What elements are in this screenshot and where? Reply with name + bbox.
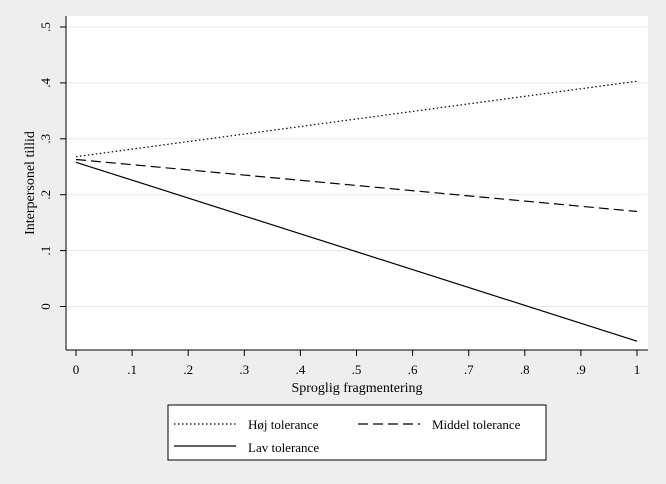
x-tick-label: 0 <box>73 362 80 377</box>
x-tick-label: .2 <box>183 362 193 377</box>
x-tick-label: .1 <box>127 362 137 377</box>
ticks-layer: 0 .1 .2 .3 .4 .5 0 .1 .2 .3 .4 .5 .6 .7 .8 .9 1 <box>38 22 640 377</box>
series-layer <box>75 80 638 342</box>
y-tick-label: .5 <box>38 22 53 32</box>
legend: Høj tolerance Middel tolerance Lav toler… <box>167 404 547 461</box>
x-axis-title: Sproglig fragmentering <box>291 381 422 396</box>
y-axis-title: Interpersonel tillid <box>23 131 38 235</box>
x-tick-label: .4 <box>296 362 306 377</box>
x-tick-label: .8 <box>520 362 530 377</box>
y-tick-label: .2 <box>38 190 53 200</box>
series-line-3 <box>75 161 638 342</box>
x-tick-label: .9 <box>576 362 586 377</box>
x-tick-label: .7 <box>464 362 474 377</box>
x-tick-label: .5 <box>352 362 362 377</box>
y-tick-label: .1 <box>38 246 53 256</box>
series-line-2 <box>75 158 638 213</box>
legend-label-hoj: Høj tolerance <box>248 417 319 432</box>
legend-box <box>167 404 547 461</box>
grid-layer <box>67 26 647 307</box>
y-tick-label: .4 <box>38 78 53 88</box>
legend-label-lav: Lav tolerance <box>248 440 319 455</box>
y-tick-label: .3 <box>38 134 53 144</box>
x-tick-label: 1 <box>634 362 641 377</box>
plot-area <box>66 16 648 350</box>
legend-label-middel: Middel tolerance <box>432 417 521 432</box>
y-tick-label: 0 <box>38 303 53 310</box>
x-tick-label: .6 <box>408 362 418 377</box>
x-tick-label: .3 <box>239 362 249 377</box>
